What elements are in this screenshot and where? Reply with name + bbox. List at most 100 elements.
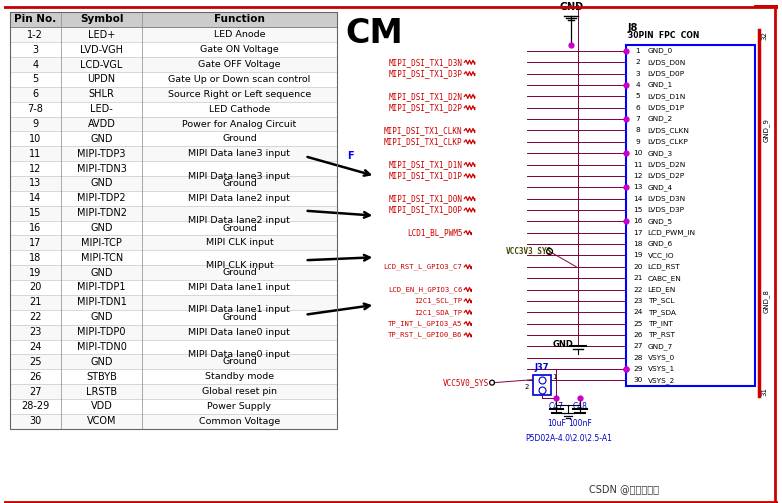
Text: GND_1: GND_1 (647, 81, 673, 89)
Text: Ground: Ground (222, 134, 256, 143)
Text: LCD_PWM_IN: LCD_PWM_IN (647, 229, 696, 236)
Bar (9, 57, 336, 72)
Text: Standby mode: Standby mode (205, 372, 274, 381)
Text: 13: 13 (29, 179, 41, 189)
Text: MIPI_DSI_TX1_D1N: MIPI_DSI_TX1_D1N (389, 160, 462, 169)
Text: 27: 27 (633, 344, 643, 349)
Text: 1-2: 1-2 (27, 30, 43, 40)
Text: 23: 23 (633, 298, 642, 304)
Text: AVDD: AVDD (88, 119, 116, 129)
Text: MIPI_DSI_TX1_D2N: MIPI_DSI_TX1_D2N (389, 92, 462, 101)
Text: 20: 20 (29, 283, 41, 292)
Text: 9: 9 (32, 119, 38, 129)
Text: 10uF: 10uF (547, 420, 566, 429)
Text: MIPI_DSI_TX1_D0P: MIPI_DSI_TX1_D0P (389, 206, 462, 214)
Bar (9, 72, 336, 87)
Text: 27: 27 (29, 386, 41, 396)
Text: 24: 24 (633, 309, 642, 315)
Text: 11: 11 (633, 161, 643, 167)
Text: 19: 19 (633, 253, 643, 259)
Text: MIPI-TDP1: MIPI-TDP1 (77, 283, 126, 292)
Text: GND_3: GND_3 (647, 150, 673, 156)
Text: MIPI_DSI_TX1_D3P: MIPI_DSI_TX1_D3P (389, 69, 462, 78)
Text: 18: 18 (29, 253, 41, 263)
Bar (9, 384, 336, 399)
Text: I2C1_SCL_TP: I2C1_SCL_TP (414, 298, 462, 304)
Text: Power for Analog Circuit: Power for Analog Circuit (182, 120, 296, 128)
Text: 24: 24 (29, 342, 41, 352)
Text: Global reset pin: Global reset pin (202, 387, 277, 396)
Text: LED-: LED- (90, 104, 113, 114)
Bar (9, 355, 336, 369)
Text: Ground: Ground (222, 357, 256, 366)
Text: 18: 18 (633, 241, 643, 247)
Text: 20: 20 (633, 264, 643, 270)
Bar (9, 399, 336, 414)
Text: MIPI_DSI_TX1_D2P: MIPI_DSI_TX1_D2P (389, 103, 462, 112)
Text: TP_INT_L_GPIO3_A5: TP_INT_L_GPIO3_A5 (388, 320, 462, 327)
Text: MIPI-TDP0: MIPI-TDP0 (77, 327, 126, 337)
Text: 26: 26 (29, 372, 41, 382)
Bar (9, 295, 336, 310)
Text: 26: 26 (633, 332, 642, 338)
Bar (9, 42, 336, 57)
Text: Ground: Ground (222, 313, 256, 322)
Text: LED_EN: LED_EN (647, 286, 676, 293)
Text: 4: 4 (32, 59, 38, 69)
Text: MIPI_DSI_TX1_D1P: MIPI_DSI_TX1_D1P (389, 172, 462, 181)
Text: GND: GND (559, 2, 583, 12)
Text: GND: GND (91, 223, 113, 233)
Bar (9, 324, 336, 340)
Text: LCD_RST: LCD_RST (647, 264, 680, 270)
Text: 13: 13 (633, 184, 642, 190)
Bar (533, 375, 551, 394)
Text: 5: 5 (32, 74, 38, 85)
Text: 17: 17 (29, 238, 41, 248)
Text: VCOM: VCOM (87, 416, 117, 426)
Bar (9, 265, 336, 280)
Text: C48: C48 (572, 402, 588, 411)
Bar (9, 206, 336, 221)
Text: GND: GND (91, 134, 113, 144)
Text: LVDS_D1N: LVDS_D1N (647, 93, 686, 100)
Text: GND: GND (91, 312, 113, 322)
Text: MIPI Data lane0 input: MIPI Data lane0 input (188, 327, 290, 337)
Text: 16: 16 (29, 223, 41, 233)
Text: P5D02A-4.0\2.0\2.5-A1: P5D02A-4.0\2.0\2.5-A1 (525, 433, 612, 442)
Text: 21: 21 (29, 297, 41, 307)
Bar (9, 369, 336, 384)
Text: VSYS_1: VSYS_1 (647, 366, 675, 372)
Text: Ground: Ground (222, 223, 256, 232)
Text: 22: 22 (633, 287, 643, 293)
Text: J37: J37 (535, 363, 549, 372)
Text: 25: 25 (29, 357, 41, 367)
Text: 2: 2 (635, 59, 640, 65)
Text: MIPI-TDN2: MIPI-TDN2 (77, 208, 127, 218)
Text: Symbol: Symbol (80, 15, 124, 25)
Text: CM: CM (346, 18, 404, 50)
Bar (9, 146, 336, 161)
Text: 3: 3 (636, 70, 640, 76)
Text: 1: 1 (553, 374, 557, 380)
Text: I2C1_SDA_TP: I2C1_SDA_TP (414, 309, 462, 315)
Text: CABC_EN: CABC_EN (647, 275, 681, 282)
Text: 2: 2 (525, 384, 529, 390)
Text: VCC3V3_SYS: VCC3V3_SYS (506, 247, 552, 256)
Text: 10: 10 (29, 134, 41, 144)
Bar (9, 221, 336, 235)
Text: Gate Up or Down scan control: Gate Up or Down scan control (168, 75, 310, 84)
Text: 3: 3 (32, 45, 38, 55)
Text: MIPI Data lane3 input: MIPI Data lane3 input (188, 172, 290, 181)
Text: 30: 30 (29, 416, 41, 426)
Text: MIPI_DSI_TX1_CLKN: MIPI_DSI_TX1_CLKN (384, 126, 462, 135)
Text: MIPI-TDN1: MIPI-TDN1 (77, 297, 127, 307)
Text: MIPI Data lane1 input: MIPI Data lane1 input (188, 283, 290, 292)
Text: 7-8: 7-8 (27, 104, 43, 114)
Text: 29: 29 (633, 366, 643, 372)
Text: 100nF: 100nF (569, 420, 592, 429)
Text: MIPI CLK input: MIPI CLK input (206, 238, 273, 247)
Text: 30PIN  FPC  CON: 30PIN FPC CON (628, 31, 699, 40)
Text: LED+: LED+ (88, 30, 115, 40)
Text: 12: 12 (633, 173, 643, 179)
Text: GND_0: GND_0 (647, 48, 673, 54)
